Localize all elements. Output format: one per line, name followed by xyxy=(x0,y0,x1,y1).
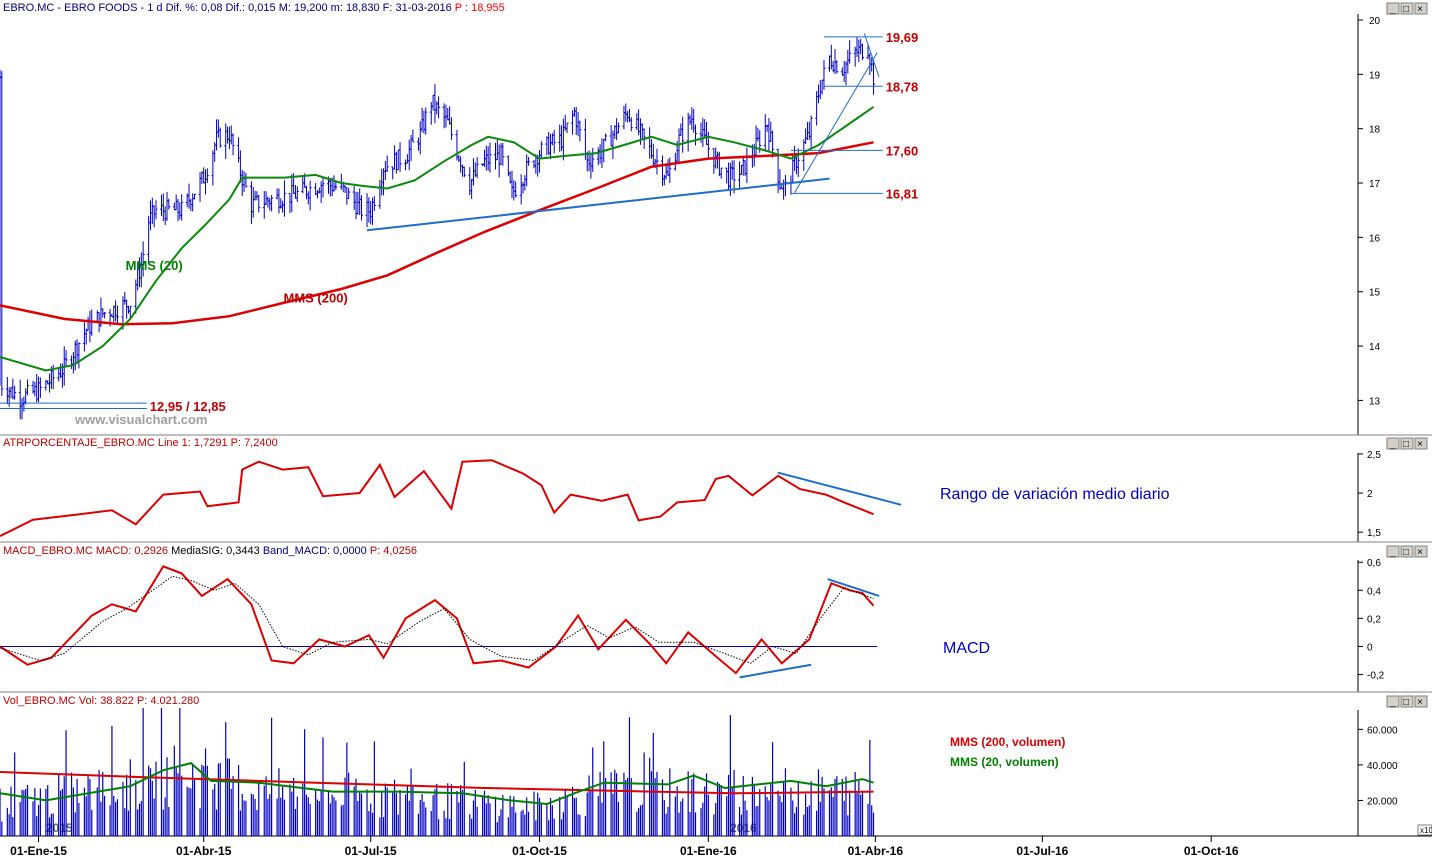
volume-legend-label: MMS (20, volumen) xyxy=(950,755,1059,769)
atr-window-buttons: _ □ × xyxy=(1386,437,1428,450)
atr-y-tick-label: 1,5 xyxy=(1367,528,1381,539)
macd-header-part: MACD_EBRO.MC MACD: 0,2926 xyxy=(3,545,171,557)
series-label: MMS (20) xyxy=(126,258,183,273)
price-trendline xyxy=(863,33,880,78)
macd-y-tick-label: 0,2 xyxy=(1367,614,1381,625)
volume-scale-box xyxy=(1417,824,1432,836)
x-tick-label: 01-Abr-16 xyxy=(848,844,904,857)
volume-panel-header: Vol_EBRO.MC Vol: 38.822 P: 4.021.280 xyxy=(3,695,199,707)
atr-y-tick-label: 2 xyxy=(1367,489,1373,500)
x-tick-label: 01-Abr-15 xyxy=(176,844,232,857)
minimize-button[interactable] xyxy=(1386,695,1400,708)
macd-line xyxy=(0,565,875,675)
macd-y-tick-label: -0,2 xyxy=(1367,671,1385,682)
price-y-tick-label: 20 xyxy=(1369,16,1381,27)
macd-y-tick-label: 0,4 xyxy=(1367,586,1381,597)
price-header-bar xyxy=(0,0,1358,14)
level-label: 18,78 xyxy=(886,79,919,94)
price-header-part: EBRO.MC - EBRO FOODS - 1 d Dif. %: 0,08 … xyxy=(3,2,455,14)
minimize-icon: _ xyxy=(1389,697,1396,708)
price-trendline xyxy=(794,52,878,194)
close-button[interactable] xyxy=(1414,437,1428,450)
maximize-icon: □ xyxy=(1403,697,1409,708)
price-trendline xyxy=(366,177,830,232)
atr-header-part: ATRPORCENTAJE_EBRO.MC Line 1: 1,7291 P: … xyxy=(3,437,278,449)
maximize-button[interactable] xyxy=(1400,437,1414,450)
price-header-part: P : 18,955 xyxy=(455,2,505,14)
atr-line xyxy=(0,459,874,537)
level-label: 17,60 xyxy=(886,143,919,158)
volume-window-buttons: _ □ × xyxy=(1386,695,1428,708)
maximize-icon: □ xyxy=(1403,4,1409,15)
close-button[interactable] xyxy=(1414,2,1428,15)
x-tick-label: 01-Jul-16 xyxy=(1016,844,1068,857)
atr-trendline xyxy=(777,471,902,506)
macd-y-tick-label: 0 xyxy=(1367,642,1373,653)
volume-scale-label: x10 xyxy=(1420,826,1432,835)
close-button[interactable] xyxy=(1414,695,1428,708)
close-icon: × xyxy=(1417,439,1423,450)
maximize-button[interactable] xyxy=(1400,695,1414,708)
macd-header-part: P: 4,0256 xyxy=(370,545,417,557)
macd-window-buttons: _ □ × xyxy=(1386,545,1428,558)
minimize-button[interactable] xyxy=(1386,2,1400,15)
maximize-icon: □ xyxy=(1403,439,1409,450)
x-tick-label: 01-Oct-15 xyxy=(512,844,567,857)
minimize-icon: _ xyxy=(1389,439,1396,450)
minimize-button[interactable] xyxy=(1386,437,1400,450)
series-label: MMS (200) xyxy=(283,291,347,306)
maximize-button[interactable] xyxy=(1400,545,1414,558)
macd-header-part: MediaSIG: 0,3443 xyxy=(171,545,263,557)
atr-y-tick-label: 2,5 xyxy=(1367,450,1381,461)
price-y-tick-label: 13 xyxy=(1369,396,1381,407)
price-y-tick-label: 17 xyxy=(1369,179,1381,190)
atr-panel-header: ATRPORCENTAJE_EBRO.MC Line 1: 1,7291 P: … xyxy=(3,437,278,449)
sma20-line xyxy=(0,106,875,372)
macd-header-part: Band_MACD: 0,0000 xyxy=(263,545,370,557)
close-button[interactable] xyxy=(1414,545,1428,558)
minimize-icon: _ xyxy=(1389,547,1396,558)
price-y-tick-label: 16 xyxy=(1369,233,1381,244)
close-icon: × xyxy=(1417,697,1423,708)
price-y-tick-label: 15 xyxy=(1369,288,1381,299)
price-panel-header: EBRO.MC - EBRO FOODS - 1 d Dif. %: 0,08 … xyxy=(3,2,505,14)
volume-y-tick-label: 20.000 xyxy=(1367,796,1398,807)
x-tick-label: 01-Oct-16 xyxy=(1184,844,1239,857)
macd-annotation: MACD xyxy=(943,640,990,657)
sma200-line xyxy=(0,141,874,326)
volume-y-tick-label: 60.000 xyxy=(1367,725,1398,736)
close-icon: × xyxy=(1417,547,1423,558)
macd-signal-line xyxy=(0,575,874,664)
atr-annotation: Rango de variación medio diario xyxy=(940,486,1170,503)
price-y-tick-label: 18 xyxy=(1369,125,1381,136)
volume-legend-label: MMS (200, volumen) xyxy=(950,735,1065,749)
level-label: 12,95 / 12,85 xyxy=(150,399,226,414)
price-y-tick-label: 14 xyxy=(1369,342,1381,353)
level-label: 19,69 xyxy=(886,30,919,45)
x-tick-label: 01-Jul-15 xyxy=(345,844,397,857)
macd-panel-header: MACD_EBRO.MC MACD: 0,2926 MediaSIG: 0,34… xyxy=(3,545,417,557)
x-tick-label: 01-Ene-15 xyxy=(10,844,67,857)
volume-y-tick-label: 40.000 xyxy=(1367,761,1398,772)
x-tick-label: 01-Ene-16 xyxy=(680,844,737,857)
level-label: 16,81 xyxy=(886,186,919,201)
minimize-button[interactable] xyxy=(1386,545,1400,558)
maximize-button[interactable] xyxy=(1400,2,1414,15)
volume-sma20-line xyxy=(0,761,874,806)
macd-trendline xyxy=(827,578,880,597)
minimize-icon: _ xyxy=(1389,4,1396,15)
volume-header-part: Vol_EBRO.MC Vol: 38.822 P: 4.021.280 xyxy=(3,695,199,707)
macd-y-tick-label: 0,6 xyxy=(1367,558,1381,569)
chart-marks: 13 14 15 16 17 18 19 20 1,5 2 2,5 0,6 0,4 0,2 0 -0,2 60.… xyxy=(0,16,1398,857)
volume-bars xyxy=(0,708,875,836)
watermark: www.visualchart.com xyxy=(74,412,207,427)
maximize-icon: □ xyxy=(1403,547,1409,558)
price-y-tick-label: 19 xyxy=(1369,70,1381,81)
price-window-buttons: _ □ × xyxy=(1386,2,1428,15)
close-icon: × xyxy=(1417,4,1423,15)
macd-trendline xyxy=(739,663,812,679)
